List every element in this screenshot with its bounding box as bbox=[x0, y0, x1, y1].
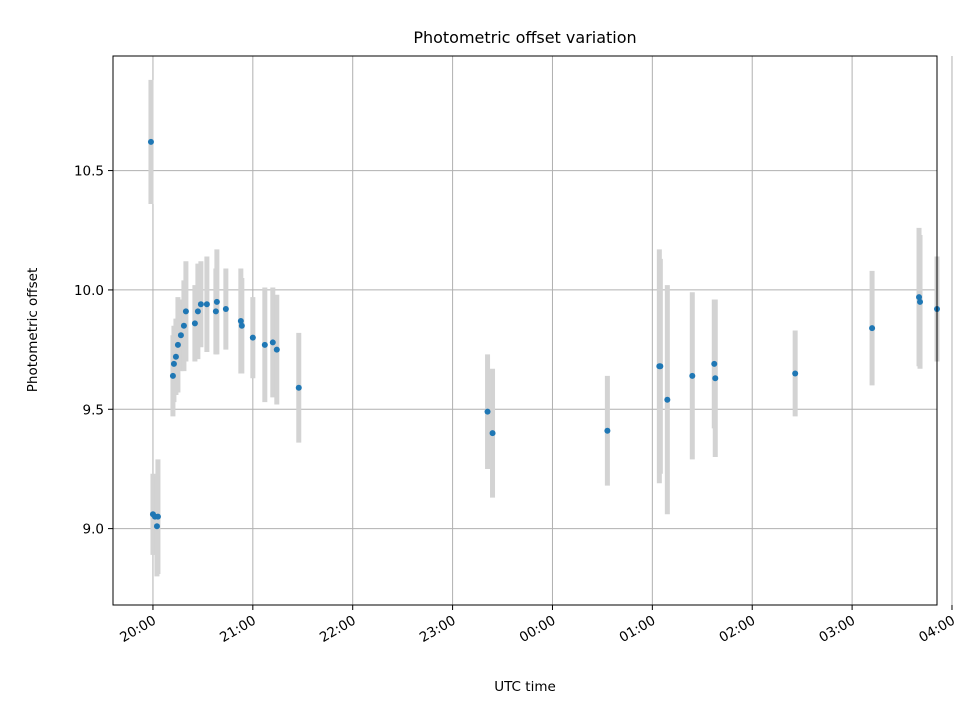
data-point bbox=[213, 308, 219, 314]
data-point bbox=[604, 428, 610, 434]
data-point bbox=[262, 342, 268, 348]
data-point bbox=[711, 361, 717, 367]
y-tick-label: 9.0 bbox=[83, 522, 104, 538]
data-point bbox=[792, 370, 798, 376]
data-point bbox=[712, 375, 718, 381]
data-point bbox=[490, 430, 496, 436]
data-point bbox=[204, 301, 210, 307]
chart-figure: 20:00 21:00 22:00 23:00 00:00 01:00 02:00 03:00… bbox=[0, 0, 960, 720]
data-point bbox=[689, 373, 695, 379]
data-point bbox=[148, 139, 154, 145]
x-axis-label: UTC time bbox=[494, 679, 556, 695]
data-point bbox=[154, 523, 160, 529]
data-point bbox=[239, 323, 245, 329]
data-point bbox=[192, 320, 198, 326]
data-point bbox=[155, 514, 161, 520]
figure-background bbox=[0, 0, 960, 720]
data-point bbox=[178, 332, 184, 338]
y-axis-label: Photometric offset bbox=[25, 268, 41, 392]
data-point bbox=[181, 323, 187, 329]
data-point bbox=[173, 354, 179, 360]
data-point bbox=[917, 299, 923, 305]
data-point bbox=[250, 335, 256, 341]
data-point bbox=[223, 306, 229, 312]
data-point bbox=[869, 325, 875, 331]
chart-title: Photometric offset variation bbox=[413, 28, 636, 47]
y-tick-label: 9.5 bbox=[83, 402, 104, 418]
data-point bbox=[170, 373, 176, 379]
data-point bbox=[270, 339, 276, 345]
y-tick-label: 10.0 bbox=[74, 283, 104, 299]
data-point bbox=[171, 361, 177, 367]
data-point bbox=[657, 363, 663, 369]
data-point bbox=[274, 347, 280, 353]
data-point bbox=[175, 342, 181, 348]
data-point bbox=[296, 385, 302, 391]
data-point bbox=[198, 301, 204, 307]
data-point bbox=[195, 308, 201, 314]
data-point bbox=[485, 409, 491, 415]
y-tick-label: 10.5 bbox=[74, 164, 104, 180]
data-point bbox=[183, 308, 189, 314]
data-point bbox=[664, 397, 670, 403]
data-point bbox=[214, 299, 220, 305]
